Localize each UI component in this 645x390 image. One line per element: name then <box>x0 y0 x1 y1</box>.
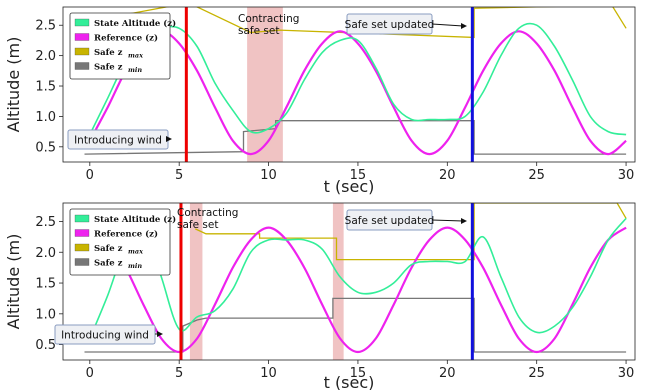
y-tick-label: 2.0 <box>35 246 56 261</box>
safe-zmin-line <box>84 297 627 353</box>
state-altitude-series-line <box>89 22 627 136</box>
annotation-safe-set-updated: Safe set updated <box>345 13 467 35</box>
annotation-arrow <box>431 23 464 27</box>
x-tick-label: 10 <box>260 366 277 381</box>
legend-label: Safe z <box>94 48 123 58</box>
y-tick-label: 1.0 <box>35 110 56 125</box>
plot-frame <box>62 202 636 361</box>
annotation-text: Safe set updated <box>345 215 435 227</box>
legend-swatch <box>74 18 90 27</box>
shaded-region <box>332 203 344 360</box>
safe-zmax-line <box>84 7 627 39</box>
annotation-text: Contracting <box>177 207 238 219</box>
plot-frame <box>62 6 636 163</box>
x-tick-label: 0 <box>86 168 94 183</box>
legend-label: State Altitude (z) <box>94 214 176 225</box>
legend-swatch <box>74 214 90 223</box>
annotation-arrowhead <box>461 218 467 224</box>
y-tick-label: 1.5 <box>35 277 56 292</box>
annotation-arrowhead <box>166 136 172 142</box>
x-axis-label: t (sec) <box>324 373 375 390</box>
annotation-text: Contracting <box>238 13 299 25</box>
legend-box <box>69 12 171 80</box>
x-tick-label: 5 <box>175 168 183 183</box>
reference-series-line <box>89 226 627 354</box>
x-tick-label: 20 <box>439 366 456 381</box>
legend-swatch <box>74 62 90 70</box>
annotation-text: safe set <box>177 219 218 231</box>
y-tick-label: 2.0 <box>35 49 56 64</box>
x-tick-label: 0 <box>86 366 94 381</box>
x-tick-label: 30 <box>618 366 635 381</box>
y-tick-label: 2.5 <box>35 19 56 34</box>
legend-swatch <box>74 33 90 41</box>
legend-subscript: max <box>128 52 143 60</box>
annotation-introducing-wind: Introducing wind <box>54 324 163 345</box>
y-tick-label: 1.0 <box>35 307 56 322</box>
x-tick-label: 15 <box>350 168 367 183</box>
annotation-arrowhead <box>461 23 467 29</box>
x-tick-label: 10 <box>260 168 277 183</box>
annotation-text: safe set <box>238 25 279 37</box>
y-tick-label: 1.5 <box>35 80 56 95</box>
legend-label: Safe z <box>94 259 123 269</box>
legend-swatch <box>74 47 90 56</box>
legend: State Altitude (z) Reference (z) Safe z max… <box>69 12 176 80</box>
annotation-text: Safe set updated <box>345 19 435 31</box>
legend-box <box>69 208 171 276</box>
legend-subscript: min <box>128 66 142 74</box>
state-altitude-series-line <box>89 217 627 339</box>
legend-label: State Altitude (z) <box>94 18 176 29</box>
x-tick-label: 15 <box>350 366 367 381</box>
y-tick-label: 0.5 <box>35 140 56 155</box>
chart-panel-bottom: 0 5 10 15 20 25 30 0.5 1.0 1.5 2.0 2.5 t (sec) Altitu… <box>4 202 636 390</box>
x-tick-label: 25 <box>528 168 545 183</box>
x-axis-label: t (sec) <box>324 177 375 196</box>
y-axis-label: Altitude (m) <box>4 37 23 133</box>
legend-swatch <box>74 258 90 266</box>
x-tick-label: 20 <box>439 168 456 183</box>
annotation-arrow <box>431 219 464 222</box>
legend-swatch <box>74 243 90 252</box>
legend-subscript: max <box>128 248 143 256</box>
legend-swatch <box>74 229 90 237</box>
x-tick-label: 5 <box>175 366 183 381</box>
annotation-box <box>54 324 156 345</box>
annotation-arrowhead <box>157 331 163 337</box>
safe-zmax-line <box>195 203 627 261</box>
legend: State Altitude (z) Reference (z) Safe z max… <box>69 208 176 276</box>
legend-label: Safe z <box>94 63 123 73</box>
y-tick-label: 2.5 <box>35 215 56 230</box>
chart-panel-top: 0 5 10 15 20 25 30 0.5 1.0 1.5 2.0 2.5 t (sec) Altitu… <box>4 6 636 196</box>
legend-label: Reference (z) <box>94 33 158 44</box>
y-tick-label: 0.5 <box>35 338 56 353</box>
annotation-text: Introducing wind <box>61 330 149 342</box>
legend-label: Safe z <box>94 244 123 254</box>
reference-series-line <box>88 30 627 156</box>
y-axis-label: Altitude (m) <box>4 234 23 330</box>
annotation-safe-set-updated: Safe set updated <box>345 209 467 231</box>
x-tick-label: 30 <box>618 168 635 183</box>
x-tick-label: 25 <box>528 366 545 381</box>
legend-label: Reference (z) <box>94 229 158 240</box>
annotation-introducing-wind: Introducing wind <box>67 129 172 150</box>
annotation-text: Introducing wind <box>74 135 162 147</box>
legend-subscript: min <box>128 262 142 270</box>
